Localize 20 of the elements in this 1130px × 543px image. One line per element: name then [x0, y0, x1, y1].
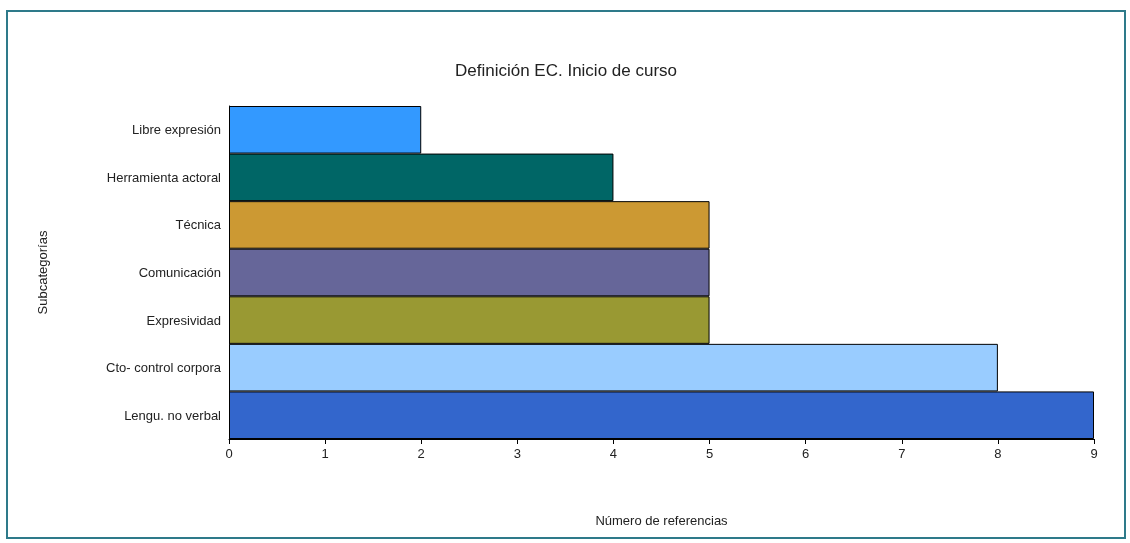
- chart-title: Definición EC. Inicio de curso: [454, 61, 678, 80]
- x-tick-label: 0: [225, 446, 233, 461]
- x-tick-label: 2: [417, 446, 425, 461]
- y-tick-label: Expresividad: [146, 312, 221, 328]
- y-tick-label: Libre expresión: [132, 122, 221, 138]
- y-tick-label: Comunicación: [138, 265, 221, 280]
- y-axis-title: Subcategorías: [35, 230, 50, 315]
- x-tick-label: 3: [513, 446, 521, 461]
- y-tick-label: Cto- control corpora: [106, 360, 222, 376]
- y-tick-label: Herramienta actoral: [106, 169, 222, 185]
- x-tick-label: 6: [802, 446, 810, 461]
- x-tick-label: 1: [321, 446, 329, 461]
- x-tick-label: 7: [898, 446, 906, 461]
- x-tick-label: 9: [1090, 446, 1098, 461]
- y-tick-label: Técnica: [175, 217, 222, 233]
- y-tick-label: Lengu. no verbal: [124, 407, 222, 423]
- x-tick-label: 8: [994, 446, 1002, 461]
- x-tick-label: 5: [705, 446, 714, 461]
- x-axis-title: Número de referencias: [595, 513, 729, 528]
- x-tick-label: 4: [609, 446, 618, 461]
